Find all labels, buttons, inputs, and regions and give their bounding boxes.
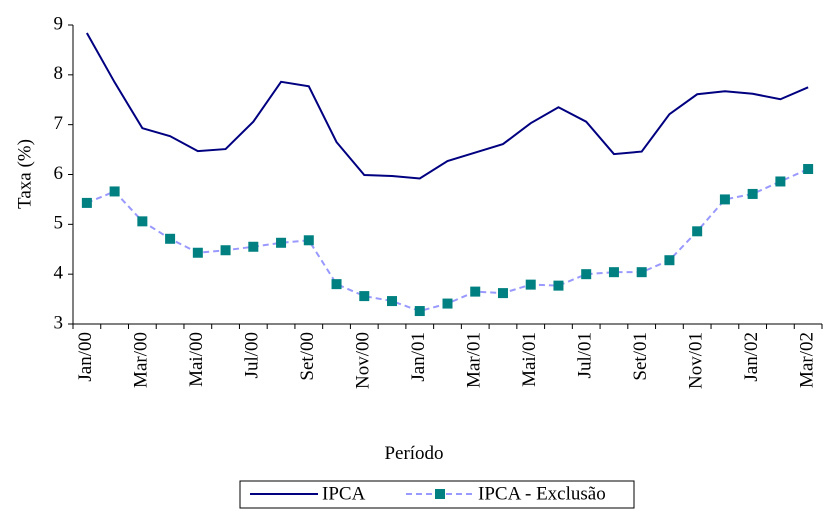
- legend-marker: [435, 489, 445, 499]
- x-tick-label: Jan/02: [741, 332, 762, 382]
- marker: [165, 233, 176, 244]
- x-tick-label: Jan/00: [75, 332, 96, 382]
- legend-label: IPCA: [322, 483, 366, 504]
- marker: [192, 247, 203, 258]
- y-tick-label: 6: [54, 163, 64, 184]
- marker: [470, 286, 481, 297]
- x-tick-label: Mai/00: [186, 332, 207, 387]
- marker: [636, 267, 647, 278]
- y-tick-label: 5: [54, 213, 64, 234]
- x-tick-label: Mar/00: [131, 332, 152, 388]
- marker: [276, 237, 287, 248]
- marker: [387, 296, 398, 307]
- y-tick-label: 8: [54, 63, 64, 84]
- marker: [525, 279, 536, 290]
- marker: [220, 245, 231, 256]
- marker: [414, 306, 425, 317]
- legend-label: IPCA - Exclusão: [478, 483, 606, 504]
- marker: [137, 216, 148, 227]
- x-tick-label: Jul/00: [242, 332, 263, 378]
- marker: [442, 298, 453, 309]
- x-tick-label: Nov/01: [686, 332, 707, 389]
- x-axis-label: Período: [384, 443, 443, 464]
- y-tick-label: 4: [54, 263, 64, 284]
- y-tick-label: 3: [54, 312, 64, 333]
- legend: IPCA IPCA - Exclusão: [239, 480, 635, 509]
- y-tick-label: 9: [54, 13, 64, 34]
- marker: [803, 164, 814, 175]
- series-line: [85, 32, 809, 180]
- marker: [581, 269, 592, 280]
- x-tick-label: Set/00: [297, 332, 318, 381]
- y-axis-label: Taxa (%): [14, 139, 35, 209]
- marker: [553, 280, 564, 291]
- marker: [775, 176, 786, 187]
- marker: [692, 226, 703, 237]
- marker: [248, 241, 259, 252]
- x-tick-label: Set/01: [630, 332, 651, 381]
- marker: [664, 255, 675, 266]
- x-tick-label: Mar/02: [796, 332, 817, 388]
- marker: [81, 197, 92, 208]
- x-tick-label: Mai/01: [519, 332, 540, 387]
- marker: [109, 186, 120, 197]
- marker: [331, 279, 342, 290]
- marker: [303, 235, 314, 246]
- marker: [359, 291, 370, 302]
- marker: [719, 194, 730, 205]
- marker: [608, 267, 619, 278]
- x-tick-label: Nov/00: [353, 332, 374, 389]
- x-tick-label: Jan/01: [408, 332, 429, 382]
- series-line: [86, 168, 809, 313]
- marker: [747, 188, 758, 199]
- marker: [497, 288, 508, 299]
- x-tick-label: Mar/01: [464, 332, 485, 388]
- y-tick-label: 7: [54, 113, 64, 134]
- x-tick-label: Jul/01: [575, 332, 596, 378]
